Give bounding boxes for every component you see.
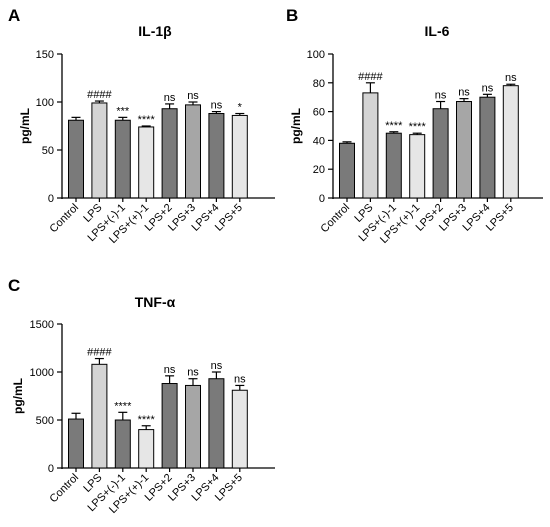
bar	[114, 119, 131, 199]
bar	[161, 383, 178, 469]
bar	[185, 104, 201, 199]
significance-label: ####	[87, 347, 112, 359]
bar	[231, 114, 248, 199]
bar	[91, 102, 108, 199]
y-tick-label: 0	[48, 193, 54, 205]
bar	[91, 363, 108, 469]
panel-label: A	[8, 6, 20, 25]
panel-b: BIL-6pg/mL020406080100Control####LPS****…	[286, 6, 543, 246]
significance-label: ####	[87, 89, 112, 101]
bar	[456, 101, 472, 199]
chart-title: TNF-α	[135, 294, 176, 310]
y-tick-label: 1500	[30, 319, 54, 331]
panel-c: CTNF-αpg/mL050010001500Control####LPS***…	[8, 276, 275, 516]
y-tick-label: 20	[313, 164, 325, 176]
bar	[409, 134, 426, 199]
x-tick-label: Control	[48, 202, 82, 236]
bar	[68, 418, 84, 469]
chart-title: IL-6	[425, 23, 450, 39]
y-tick-label: 40	[313, 135, 325, 147]
bar	[208, 113, 225, 199]
significance-label: ****	[385, 120, 403, 132]
significance-label: ****	[138, 114, 156, 126]
bar	[362, 92, 379, 199]
significance-label: ns	[164, 364, 176, 376]
panel-a: AIL-1βpg/mL050100150Control####LPS***LPS…	[8, 6, 275, 246]
bar	[385, 132, 402, 199]
bar	[138, 126, 155, 199]
significance-label: ns	[211, 100, 223, 112]
significance-label: ns	[164, 92, 176, 104]
bar	[185, 384, 201, 469]
y-tick-label: 100	[36, 97, 54, 109]
y-tick-label: 0	[319, 193, 325, 205]
significance-label: ****	[138, 414, 156, 426]
bar	[208, 378, 225, 469]
bar	[68, 119, 84, 199]
y-tick-label: 150	[36, 49, 54, 61]
significance-label: ns	[187, 367, 199, 379]
chart-title: IL-1β	[138, 23, 172, 39]
panel-label: B	[286, 6, 298, 25]
bar	[432, 108, 449, 199]
y-tick-label: 1000	[30, 367, 54, 379]
x-tick-label: Control	[48, 472, 82, 506]
x-tick-label: Control	[319, 202, 353, 236]
y-tick-label: 0	[48, 463, 54, 475]
y-tick-label: 50	[42, 145, 54, 157]
y-tick-label: 500	[36, 415, 54, 427]
significance-label: ***	[116, 105, 130, 117]
y-tick-label: 80	[313, 78, 325, 90]
significance-label: ns	[505, 72, 517, 84]
significance-label: *	[238, 102, 243, 114]
significance-label: ns	[482, 82, 494, 94]
bar	[502, 85, 519, 199]
significance-label: ####	[358, 71, 383, 83]
significance-label: ns	[234, 373, 246, 385]
significance-label: ns	[187, 90, 199, 102]
bar	[339, 142, 355, 199]
y-tick-label: 60	[313, 107, 325, 119]
bar	[479, 96, 496, 199]
y-axis-label: pg/mL	[289, 108, 303, 144]
y-axis-label: pg/mL	[11, 378, 25, 414]
significance-label: ****	[114, 400, 132, 412]
bar	[161, 108, 178, 199]
bar	[231, 389, 248, 469]
significance-label: ****	[409, 121, 427, 133]
significance-label: ns	[211, 360, 223, 372]
bar	[114, 419, 131, 469]
y-axis-label: pg/mL	[18, 108, 32, 144]
significance-label: ns	[458, 87, 470, 99]
y-tick-label: 100	[307, 49, 325, 61]
panel-label: C	[8, 276, 20, 295]
bar	[138, 429, 155, 469]
significance-label: ns	[435, 90, 447, 102]
